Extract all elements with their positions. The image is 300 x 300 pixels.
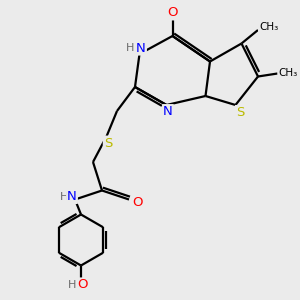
Text: S: S xyxy=(104,136,112,150)
Text: CH₃: CH₃ xyxy=(259,22,278,32)
Text: N: N xyxy=(67,190,77,203)
Text: O: O xyxy=(167,6,178,20)
Text: H: H xyxy=(59,191,68,202)
Text: O: O xyxy=(77,278,88,292)
Text: N: N xyxy=(163,105,173,118)
Text: H: H xyxy=(68,280,76,290)
Text: H: H xyxy=(126,43,134,53)
Text: N: N xyxy=(136,41,146,55)
Text: CH₃: CH₃ xyxy=(278,68,298,79)
Text: S: S xyxy=(236,106,244,119)
Text: O: O xyxy=(132,196,143,209)
